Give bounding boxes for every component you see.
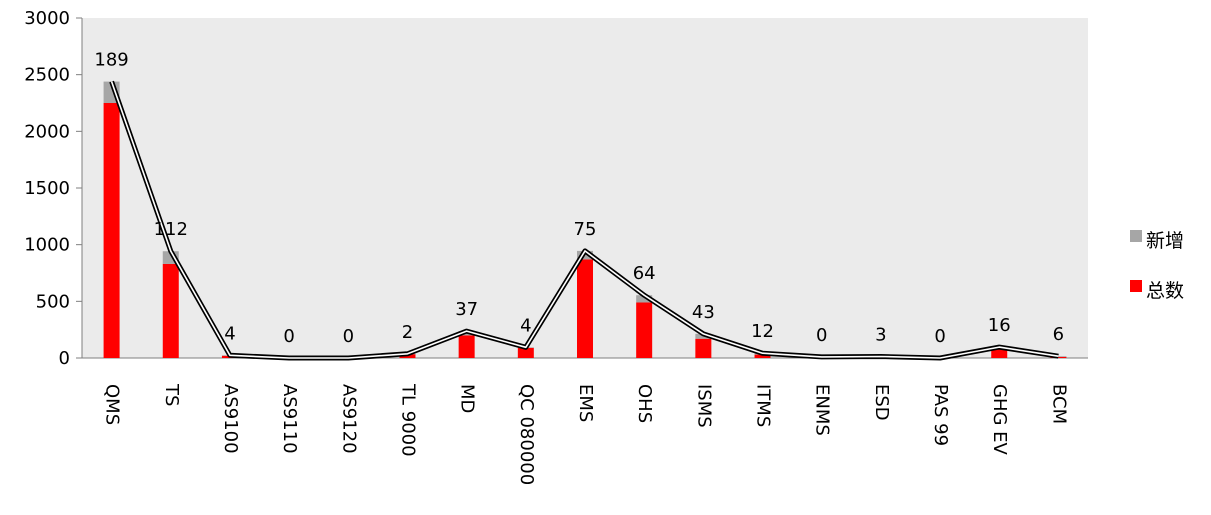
data-label: 2 [402,322,413,343]
bar-total [517,347,534,358]
x-axis: QMS TS AS9100 AS9110 AS9120 TL 9000 MD QC 08000… [82,357,1088,485]
x-category-label: AS9120 [338,384,359,454]
bar-total [103,103,120,358]
x-category-label: ISMS [693,384,714,428]
data-label: 0 [343,326,354,347]
data-label: 64 [633,263,656,284]
data-labels: 189 112 4 0 0 2 37 4 75 64 43 12 0 3 0 16 6 [94,50,1064,347]
bar-total [458,335,475,358]
legend-swatch [1130,280,1142,292]
data-label: 16 [988,315,1011,336]
x-category-label: QC 080000 [516,384,537,485]
data-label: 4 [520,315,531,336]
legend-label: 总数 [1146,280,1184,302]
data-label: 3 [875,325,886,346]
x-category-label: TS [161,383,182,406]
data-label: 0 [816,325,827,346]
bar-total [991,348,1008,358]
data-label: 0 [283,326,294,347]
x-category-label: BCM [1048,384,1069,424]
legend-label: 新增 [1146,230,1184,252]
x-category-label: PAS 99 [930,384,951,446]
data-label: 6 [1053,324,1064,345]
data-label: 75 [574,219,597,240]
y-tick-label: 0 [59,348,70,369]
data-label: 112 [154,219,188,240]
x-category-label: QMS [102,384,123,425]
x-category-label: EMS [575,384,596,422]
legend-swatch [1130,230,1142,242]
x-category-label: MD [457,384,478,413]
x-category-label: ITMS [753,384,774,427]
x-category-label: TL 9000 [397,383,418,457]
y-tick-label: 500 [36,291,70,312]
x-category-label: AS9110 [279,384,300,454]
data-label: 4 [224,323,235,344]
y-tick-label: 2500 [24,65,70,86]
x-category-label: AS9100 [220,384,241,454]
bar-total [754,354,771,358]
y-tick-label: 2000 [24,121,70,142]
bar-total [577,259,593,358]
bar-total [636,302,653,358]
bar-total [1050,356,1067,358]
x-category-label: ENMS [812,384,833,436]
bar-new [1050,356,1067,357]
y-tick-label: 1000 [24,235,70,256]
y-axis: 0 500 1000 1500 2000 2500 3000 [24,8,83,369]
x-category-label: ESD [871,384,892,421]
bar-total [695,338,712,358]
bar-total [162,263,179,358]
data-label: 12 [751,321,774,342]
data-label: 37 [455,299,478,320]
data-label: 43 [692,302,715,323]
y-tick-label: 1500 [24,178,70,199]
total-line [109,80,1059,361]
y-tick-label: 3000 [24,8,70,29]
data-label: 189 [94,50,128,71]
total-line-inner [110,81,1059,359]
x-category-label: OHS [634,384,655,423]
data-label: 0 [934,326,945,347]
x-category-label: GHG EV [989,384,1010,456]
bar-new [636,295,653,303]
